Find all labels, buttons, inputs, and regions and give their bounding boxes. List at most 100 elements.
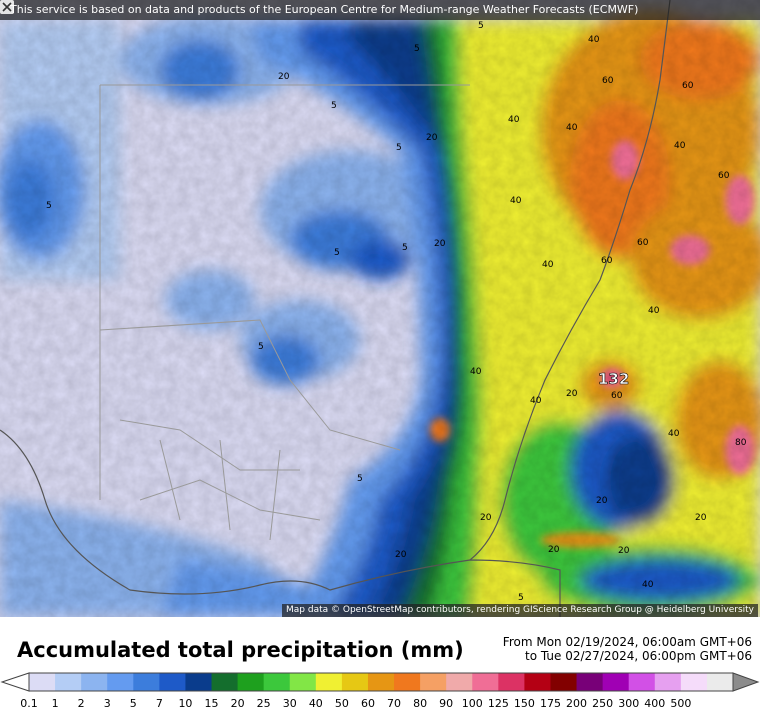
colorbar-segment — [237, 673, 265, 691]
colorbar-segment — [55, 673, 82, 691]
colorbar-tick-label: 50 — [334, 697, 349, 710]
contour-label: 5 — [518, 593, 524, 603]
colorbar-tick-label: 80 — [413, 697, 428, 710]
date-from: From Mon 02/19/2024, 06:00am GMT+06 — [502, 635, 752, 649]
contour-label: 20 — [596, 496, 608, 506]
contour-labels: 5 5 5 5 5 5 5 5 5 5 20 20 20 20 20 20 20… — [46, 21, 747, 603]
colorbar-segment — [81, 673, 108, 691]
contour-label: 5 — [258, 342, 264, 352]
colorbar-segment — [628, 673, 656, 691]
colorbar-tick-label: 30 — [282, 697, 297, 710]
colorbar — [0, 672, 760, 692]
colorbar-tick-label: 1 — [51, 697, 59, 710]
contour-label: 60 — [601, 256, 613, 266]
colorbar-segment — [394, 673, 421, 691]
colorbar-tick-label: 300 — [618, 697, 640, 710]
colorbar-segment — [498, 673, 525, 691]
colorbar-tick-label: 2 — [77, 697, 85, 710]
contour-label: 20 — [566, 389, 578, 399]
colorbar-segment — [602, 673, 630, 691]
precipitation-field: 5 5 5 5 5 5 5 5 5 5 20 20 20 20 20 20 20… — [0, 0, 760, 617]
contour-label: 40 — [648, 306, 660, 316]
contour-label: 60 — [602, 76, 614, 86]
close-icon[interactable] — [0, 0, 14, 14]
colorbar-tick-label: 90 — [439, 697, 454, 710]
legend-title: Accumulated total precipitation (mm) — [17, 638, 464, 662]
colorbar-segment — [315, 673, 343, 691]
colorbar-tick-label: 40 — [308, 697, 323, 710]
contour-label: 20 — [548, 545, 560, 555]
contour-label: 20 — [480, 513, 492, 523]
colorbar-segment — [367, 673, 395, 691]
contour-label: 20 — [395, 550, 407, 560]
colorbar-segment — [263, 673, 291, 691]
colorbar-segment — [133, 673, 160, 691]
contour-label: 20 — [695, 513, 707, 523]
colorbar-tick-label: 150 — [513, 697, 535, 710]
colorbar-tick-label: 175 — [539, 697, 561, 710]
contour-label: 60 — [718, 171, 730, 181]
contour-label: 5 — [414, 44, 420, 54]
colorbar-tick-label: 125 — [487, 697, 509, 710]
colorbar-tick-label: 100 — [461, 697, 483, 710]
colorbar-segment — [107, 673, 134, 691]
colorbar-segment — [159, 673, 186, 691]
date-range: From Mon 02/19/2024, 06:00am GMT+06 to T… — [503, 635, 752, 663]
contour-label: 40 — [588, 35, 600, 45]
max-value-label: 132 — [598, 370, 629, 388]
contour-label: 20 — [426, 133, 438, 143]
colorbar-segment — [472, 673, 499, 691]
date-to: to Tue 02/27/2024, 06:00pm GMT+06 — [525, 649, 752, 663]
contour-label: 5 — [402, 243, 408, 253]
colorbar-segment — [211, 673, 239, 691]
colorbar-tick-label: 500 — [670, 697, 692, 710]
contour-label: 5 — [46, 201, 52, 211]
contour-label: 5 — [334, 248, 340, 258]
colorbar-tick-label: 25 — [256, 697, 271, 710]
contour-label: 5 — [357, 474, 363, 484]
colorbar-tick-label: 70 — [387, 697, 402, 710]
colorbar-segment — [550, 673, 578, 691]
colorbar-tick-label: 5 — [129, 697, 137, 710]
colorbar-max-arrow — [732, 672, 760, 692]
colorbar-segment — [576, 673, 604, 691]
colorbar-tick-label: 200 — [566, 697, 588, 710]
colorbar-tick-label: 20 — [230, 697, 245, 710]
colorbar-segment — [185, 673, 213, 691]
colorbar-min-arrow — [0, 672, 30, 692]
contour-label: 60 — [682, 81, 694, 91]
contour-label: 40 — [566, 123, 578, 133]
colorbar-segment — [341, 673, 369, 691]
contour-label: 80 — [735, 438, 747, 448]
contour-label: 20 — [618, 546, 630, 556]
contour-label: 40 — [470, 367, 482, 377]
colorbar-tick-label: 15 — [204, 697, 219, 710]
contour-label: 20 — [434, 239, 446, 249]
ecmwf-banner: This service is based on data and produc… — [0, 0, 760, 20]
colorbar-segment — [524, 673, 551, 691]
contour-label: 40 — [510, 196, 522, 206]
contour-label: 40 — [642, 580, 654, 590]
contour-label: 60 — [611, 391, 623, 401]
colorbar-tick-label: 7 — [155, 697, 163, 710]
colorbar-tick-label: 0.1 — [20, 697, 38, 710]
colorbar-tick-label: 10 — [178, 697, 193, 710]
colorbar-tick-label: 250 — [592, 697, 614, 710]
colorbar-tick-label: 400 — [644, 697, 666, 710]
colorbar-segment — [446, 673, 473, 691]
colorbar-segment — [680, 673, 708, 691]
contour-label: 5 — [331, 101, 337, 111]
precipitation-map[interactable]: 5 5 5 5 5 5 5 5 5 5 20 20 20 20 20 20 20… — [0, 0, 760, 617]
contour-label: 40 — [674, 141, 686, 151]
colorbar-segment — [654, 673, 682, 691]
contour-label: 5 — [396, 143, 402, 153]
contour-label: 40 — [542, 260, 554, 270]
contour-label: 20 — [278, 72, 290, 82]
contour-label: 40 — [530, 396, 542, 406]
contour-label: 40 — [668, 429, 680, 439]
colorbar-segment — [29, 673, 56, 691]
map-attribution: Map data © OpenStreetMap contributors, r… — [282, 604, 758, 617]
colorbar-segment — [289, 673, 317, 691]
contour-label: 5 — [478, 21, 484, 31]
colorbar-tick-label: 3 — [103, 697, 111, 710]
